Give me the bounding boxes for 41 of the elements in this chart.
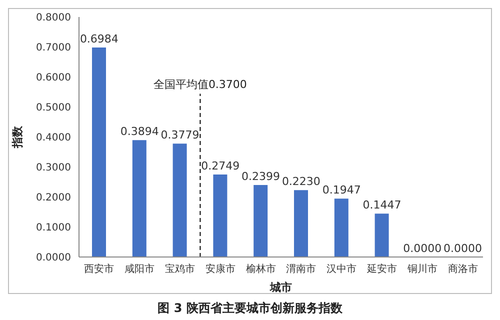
y-tick-label: 0.2000	[36, 192, 71, 204]
x-tick-label: 西安市	[84, 263, 114, 276]
data-label: 0.2230	[282, 175, 320, 188]
bar	[294, 190, 308, 257]
data-label: 0.0000	[444, 242, 482, 255]
annotation: 全国平均值0.3700	[153, 78, 247, 91]
bar	[172, 144, 187, 257]
data-label: 0.1947	[322, 184, 361, 197]
bar	[213, 174, 228, 257]
y-axis-title: 指数	[10, 125, 24, 149]
data-label: 0.2399	[242, 170, 280, 184]
y-tick-label: 0.5000	[36, 102, 71, 114]
y-tick-label: 0.0000	[36, 252, 71, 264]
x-tick-label: 咸阳市	[124, 263, 155, 276]
bar	[92, 47, 106, 257]
y-tick-label: 0.8000	[36, 12, 71, 24]
bar	[254, 185, 268, 257]
text: 图 3 陕西省主要城市创新服务指数	[156, 300, 344, 317]
x-tick-label: 商洛市	[448, 263, 478, 276]
data-label: 0.3779	[160, 128, 200, 142]
data-label: 0.0000	[403, 242, 442, 255]
y-tick-label: 0.3000	[36, 162, 71, 174]
x-tick-label: 安康市	[205, 263, 236, 276]
x-tick-label: 铜川市	[406, 263, 438, 276]
data-label: 0.6984	[80, 32, 118, 46]
x-tick-label: 汉中市	[326, 263, 357, 276]
y-tick-label: 0.4000	[36, 132, 71, 144]
y-tick-label: 0.7000	[36, 42, 71, 54]
bar	[374, 214, 389, 257]
x-axis-title: 城市	[269, 281, 292, 294]
bar	[334, 198, 348, 257]
x-tick-label: 宝鸡市	[165, 263, 195, 276]
x-tick-label: 榆林市	[246, 263, 276, 276]
x-tick-label: 延安市	[366, 263, 397, 276]
y-tick-label: 0.1000	[36, 222, 71, 234]
bar	[132, 140, 146, 257]
x-tick-label: 渭南市	[286, 263, 316, 276]
data-label: 0.3894	[120, 125, 159, 138]
data-label: 0.1447	[362, 198, 402, 212]
y-tick-label: 0.6000	[36, 72, 71, 84]
data-label: 0.2749	[201, 160, 240, 173]
